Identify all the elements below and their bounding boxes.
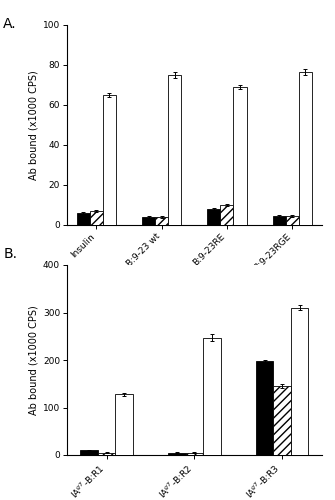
Bar bbox=[273, 216, 286, 225]
Bar bbox=[142, 217, 155, 225]
Bar bbox=[115, 394, 133, 455]
Bar bbox=[168, 75, 181, 225]
Bar bbox=[256, 362, 273, 455]
Bar bbox=[273, 386, 291, 455]
Bar bbox=[77, 213, 90, 225]
Y-axis label: Ab bound (x1000 CPS): Ab bound (x1000 CPS) bbox=[28, 70, 39, 180]
Bar bbox=[286, 216, 299, 225]
Bar bbox=[299, 72, 312, 225]
Bar bbox=[103, 95, 116, 225]
Bar bbox=[155, 217, 168, 225]
Bar bbox=[98, 452, 115, 455]
Text: B.: B. bbox=[3, 248, 17, 262]
Bar bbox=[168, 452, 186, 455]
Bar bbox=[203, 338, 221, 455]
Bar bbox=[207, 209, 220, 225]
Bar bbox=[80, 450, 98, 455]
Y-axis label: Ab bound (x1000 CPS): Ab bound (x1000 CPS) bbox=[28, 305, 39, 415]
Text: A.: A. bbox=[3, 18, 17, 32]
Bar bbox=[291, 308, 309, 455]
Bar bbox=[90, 211, 103, 225]
Bar bbox=[186, 452, 203, 455]
Bar bbox=[233, 87, 247, 225]
Bar bbox=[220, 205, 233, 225]
